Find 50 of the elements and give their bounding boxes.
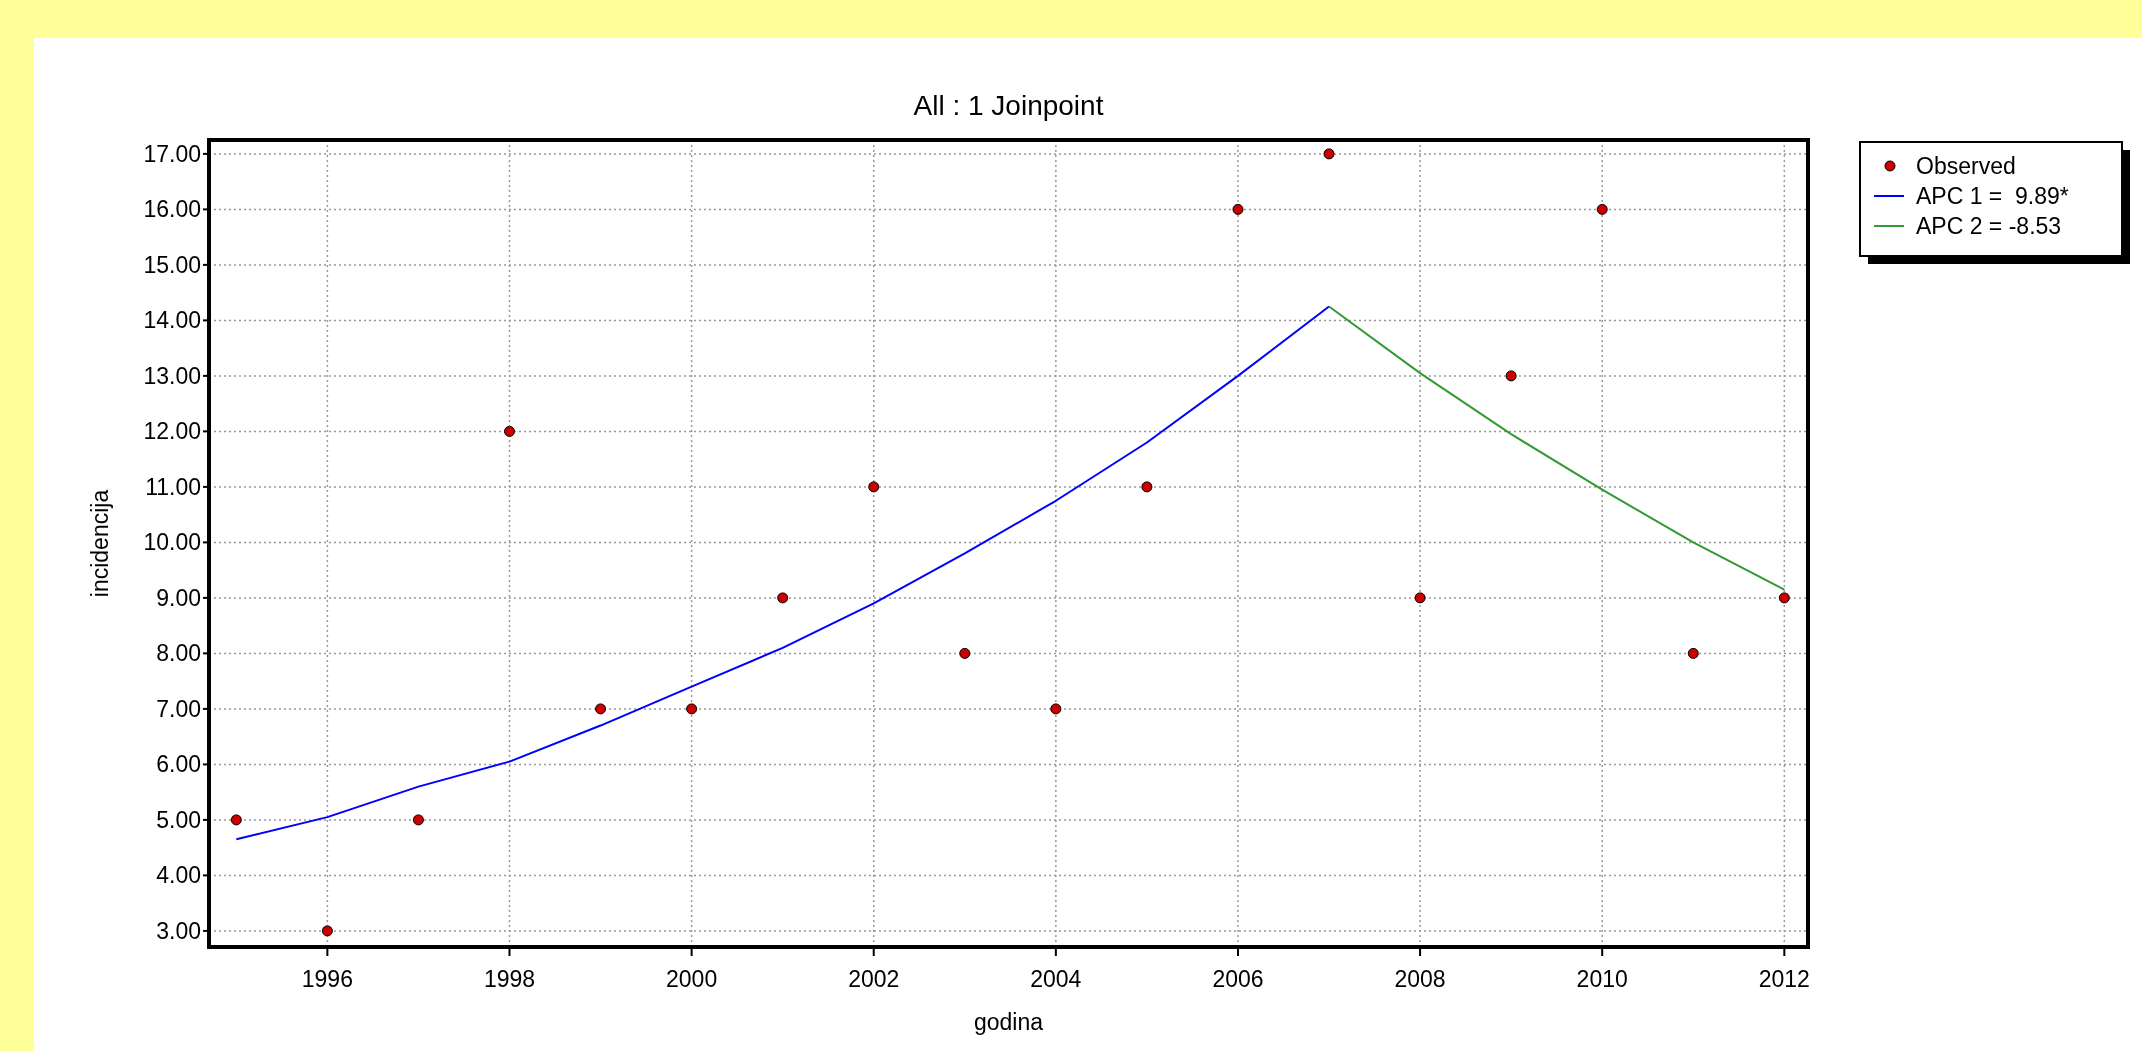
y-tick-label: 3.00 — [156, 917, 201, 944]
y-tick-label: 4.00 — [156, 862, 201, 889]
legend-label: APC 1 = 9.89* — [1916, 183, 2069, 209]
point — [1687, 647, 1699, 659]
line-series — [1328, 305, 1786, 591]
point — [777, 592, 789, 604]
x-tick-label: 2000 — [666, 966, 718, 992]
x-tick-label: 2004 — [1030, 966, 1082, 992]
y-tick-label: 15.00 — [143, 251, 201, 278]
point — [1050, 703, 1062, 715]
point — [1505, 370, 1517, 382]
chart-title: All : 1 Joinpoint — [913, 90, 1104, 121]
y-tick-label: 6.00 — [156, 751, 201, 778]
x-axis-title: godina — [973, 1009, 1044, 1035]
point — [1596, 203, 1608, 215]
x-tick-label: 2010 — [1576, 966, 1628, 992]
y-tick-label: 16.00 — [143, 196, 201, 223]
y-tick-label: 12.00 — [143, 418, 201, 445]
point — [686, 703, 698, 715]
point — [959, 647, 971, 659]
x-tick-label: 1998 — [483, 966, 536, 992]
point — [1414, 592, 1426, 604]
x-tick-label: 2006 — [1212, 966, 1264, 992]
y-tick-label: 17.00 — [143, 140, 201, 167]
y-tick-label: 13.00 — [143, 362, 201, 389]
x-tick-label: 1996 — [301, 966, 353, 992]
point — [412, 814, 424, 826]
point — [1232, 203, 1244, 215]
legend-label: Observed — [1916, 153, 2016, 179]
y-tick-label: 7.00 — [156, 695, 201, 722]
y-tick-label: 10.00 — [143, 529, 201, 556]
x-tick-label: 2008 — [1394, 966, 1446, 992]
point — [230, 814, 242, 826]
line-series — [235, 305, 1331, 841]
point — [321, 925, 333, 937]
point — [1323, 148, 1335, 160]
point — [504, 425, 515, 437]
y-tick-label: 5.00 — [156, 806, 201, 833]
point — [1778, 592, 1790, 604]
point — [868, 481, 880, 493]
y-tick-label: 14.00 — [143, 307, 201, 334]
y-axis-title: incidencija — [87, 489, 113, 598]
x-tick-label: 2012 — [1758, 966, 1810, 992]
y-tick-label: 8.00 — [156, 640, 201, 667]
point — [595, 703, 607, 715]
point — [1141, 481, 1153, 493]
y-tick-label: 9.00 — [156, 584, 201, 611]
x-tick-label: 2002 — [848, 966, 900, 992]
y-tick-label: 11.00 — [145, 473, 201, 500]
legend-label: APC 2 = -8.53 — [1916, 213, 2062, 239]
